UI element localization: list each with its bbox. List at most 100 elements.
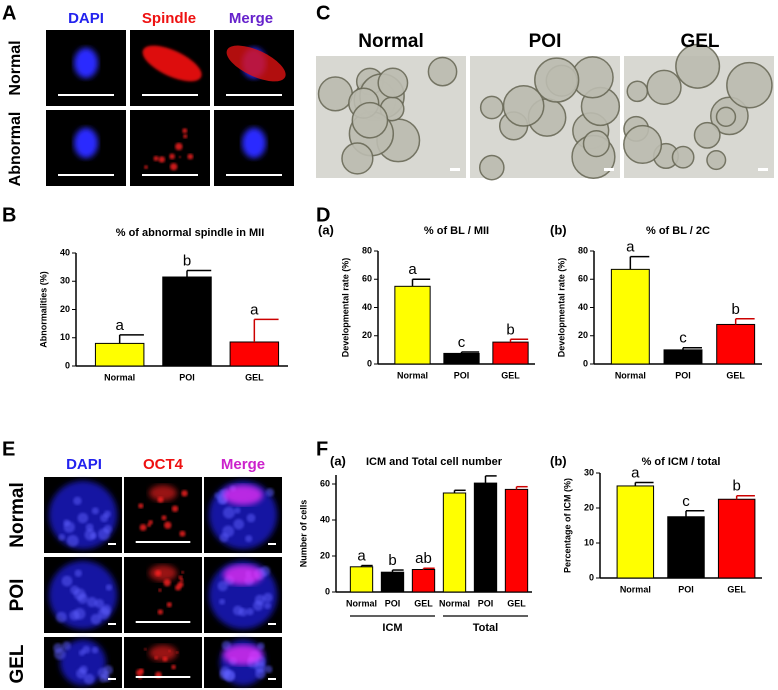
nucleus <box>246 607 254 616</box>
x-tick-label: GEL <box>245 372 264 382</box>
significance-letter: a <box>408 261 417 278</box>
x-tick-label: POI <box>675 370 691 380</box>
significance-letter: a <box>626 239 635 256</box>
nucleus <box>219 533 229 543</box>
embryo <box>351 101 389 139</box>
significance-letter: c <box>458 334 466 351</box>
oct4 <box>223 565 263 585</box>
oct4 <box>149 645 177 661</box>
oct4 <box>149 565 177 581</box>
x-tick-label: POI <box>179 372 195 382</box>
bar <box>667 516 705 579</box>
y-tick-label: 0 <box>325 586 330 596</box>
y-tick-label: 60 <box>362 274 372 284</box>
x-tick-label: POI <box>454 370 470 380</box>
y-tick-label: 20 <box>60 304 70 314</box>
scale-bar <box>758 168 768 171</box>
nucleus <box>91 507 99 515</box>
y-tick-label: 20 <box>584 502 594 512</box>
chart-title: % of BL / 2C <box>646 225 710 237</box>
embryo <box>715 106 737 128</box>
x-tick-label: Normal <box>397 370 428 380</box>
spot <box>183 134 188 139</box>
significance-letter: b <box>732 478 740 495</box>
panel-label: D <box>316 204 330 226</box>
scale-bar <box>142 94 198 96</box>
spot <box>166 602 172 608</box>
y-tick-label: 40 <box>362 302 372 312</box>
chart-title: % of abnormal spindle in MII <box>116 227 265 239</box>
x-tick-label: POI <box>678 584 694 594</box>
column-label: POI <box>529 31 562 52</box>
spot <box>187 153 194 160</box>
embryo <box>646 69 682 105</box>
bar <box>492 341 529 365</box>
spot <box>179 578 184 582</box>
scale-bar <box>58 174 114 176</box>
nucleus <box>74 569 82 577</box>
chart-title: % of BL / MII <box>424 225 489 237</box>
significance-letter: b <box>506 321 514 338</box>
bar <box>411 569 436 593</box>
subpanel-label: (a) <box>318 222 334 237</box>
micrographs <box>44 30 774 688</box>
nucleus <box>77 512 89 524</box>
significance-letter: ab <box>415 550 432 567</box>
bar <box>394 285 431 365</box>
spot <box>144 165 148 170</box>
spot <box>164 521 172 529</box>
nucleus <box>217 580 228 592</box>
y-tick-label: 40 <box>578 302 588 312</box>
embryo <box>706 150 727 171</box>
y-tick-label: 20 <box>362 330 372 340</box>
y-tick-label: 60 <box>578 274 588 284</box>
nucleus <box>263 592 273 603</box>
embryo <box>478 154 505 181</box>
y-tick-label: 0 <box>589 572 594 582</box>
bar <box>610 268 650 365</box>
x-tick-label: GEL <box>726 370 745 380</box>
spot <box>161 515 167 521</box>
group-label: ICM <box>382 622 402 634</box>
significance-letter: b <box>388 552 396 569</box>
subpanel-label: (b) <box>550 222 567 237</box>
nucleus <box>234 507 241 514</box>
spot <box>163 579 171 587</box>
blob <box>74 47 98 79</box>
scale-bar <box>268 623 276 625</box>
nucleus <box>73 588 86 601</box>
scale-bar <box>108 678 116 680</box>
scale-bar <box>108 623 116 625</box>
scale-bar <box>604 168 614 171</box>
panel-label: C <box>316 2 330 24</box>
x-tick-label: POI <box>478 598 494 608</box>
nucleus <box>254 661 266 673</box>
embryo <box>582 130 610 158</box>
embryo <box>693 121 721 149</box>
nucleus <box>238 607 248 617</box>
scale-bar <box>108 543 116 545</box>
embryo <box>623 124 663 165</box>
y-tick-label: 60 <box>320 478 330 488</box>
y-tick-label: 0 <box>583 358 588 368</box>
spot <box>175 584 182 591</box>
bar <box>663 349 703 365</box>
spot <box>138 503 144 509</box>
nucleus <box>233 518 245 530</box>
x-tick-label: GEL <box>414 598 433 608</box>
nucleus <box>53 643 64 653</box>
spot <box>171 664 176 670</box>
oct4 <box>149 485 177 501</box>
row-label: POI <box>7 579 28 612</box>
nucleus <box>90 613 102 625</box>
nucleus <box>69 610 80 621</box>
bar <box>442 492 467 593</box>
spot <box>178 575 183 580</box>
x-tick-label: GEL <box>501 370 520 380</box>
significance-letter: a <box>631 464 640 481</box>
y-tick-label: 0 <box>367 358 372 368</box>
nucleus <box>78 649 86 656</box>
bar <box>229 341 280 367</box>
micrograph <box>124 637 202 688</box>
nucleus <box>219 669 230 680</box>
